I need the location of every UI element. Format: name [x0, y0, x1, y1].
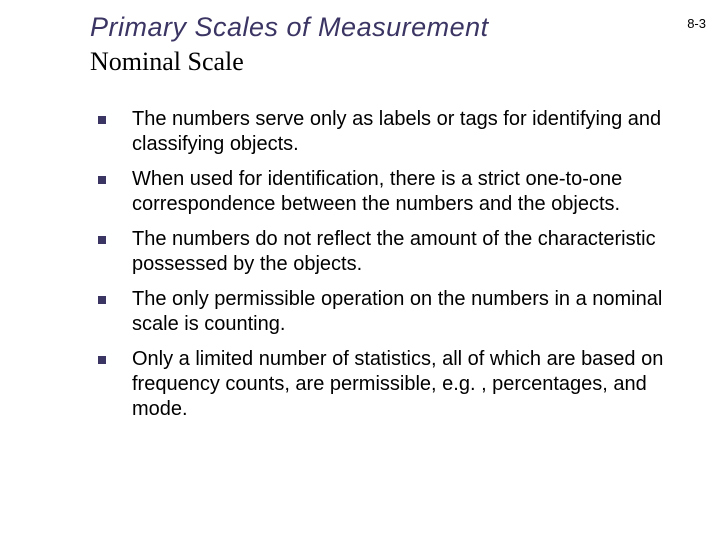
list-item-text: The only permissible operation on the nu…	[132, 288, 662, 335]
bullet-square-icon	[98, 356, 106, 364]
slide-subtitle: Nominal Scale	[90, 47, 680, 77]
list-item-text: When used for identification, there is a…	[132, 168, 622, 215]
list-item: The only permissible operation on the nu…	[132, 287, 680, 337]
bullet-square-icon	[98, 296, 106, 304]
list-item: The numbers serve only as labels or tags…	[132, 107, 680, 157]
header-row: Primary Scales of Measurement 8-3	[90, 12, 680, 43]
slide-title: Primary Scales of Measurement	[90, 12, 489, 43]
bullet-list: The numbers serve only as labels or tags…	[90, 107, 680, 422]
list-item-text: Only a limited number of statistics, all…	[132, 348, 663, 420]
list-item: The numbers do not reflect the amount of…	[132, 227, 680, 277]
bullet-square-icon	[98, 176, 106, 184]
list-item: When used for identification, there is a…	[132, 167, 680, 217]
list-item-text: The numbers serve only as labels or tags…	[132, 108, 661, 155]
bullet-square-icon	[98, 116, 106, 124]
slide-container: Primary Scales of Measurement 8-3 Nomina…	[0, 0, 720, 540]
list-item: Only a limited number of statistics, all…	[132, 347, 680, 422]
list-item-text: The numbers do not reflect the amount of…	[132, 228, 656, 275]
page-number: 8-3	[687, 16, 706, 31]
bullet-square-icon	[98, 236, 106, 244]
